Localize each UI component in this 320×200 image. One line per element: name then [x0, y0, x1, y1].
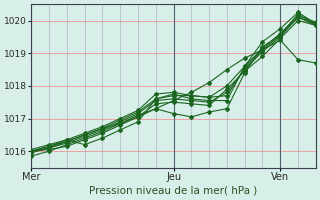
X-axis label: Pression niveau de la mer( hPa ): Pression niveau de la mer( hPa ): [90, 186, 258, 196]
